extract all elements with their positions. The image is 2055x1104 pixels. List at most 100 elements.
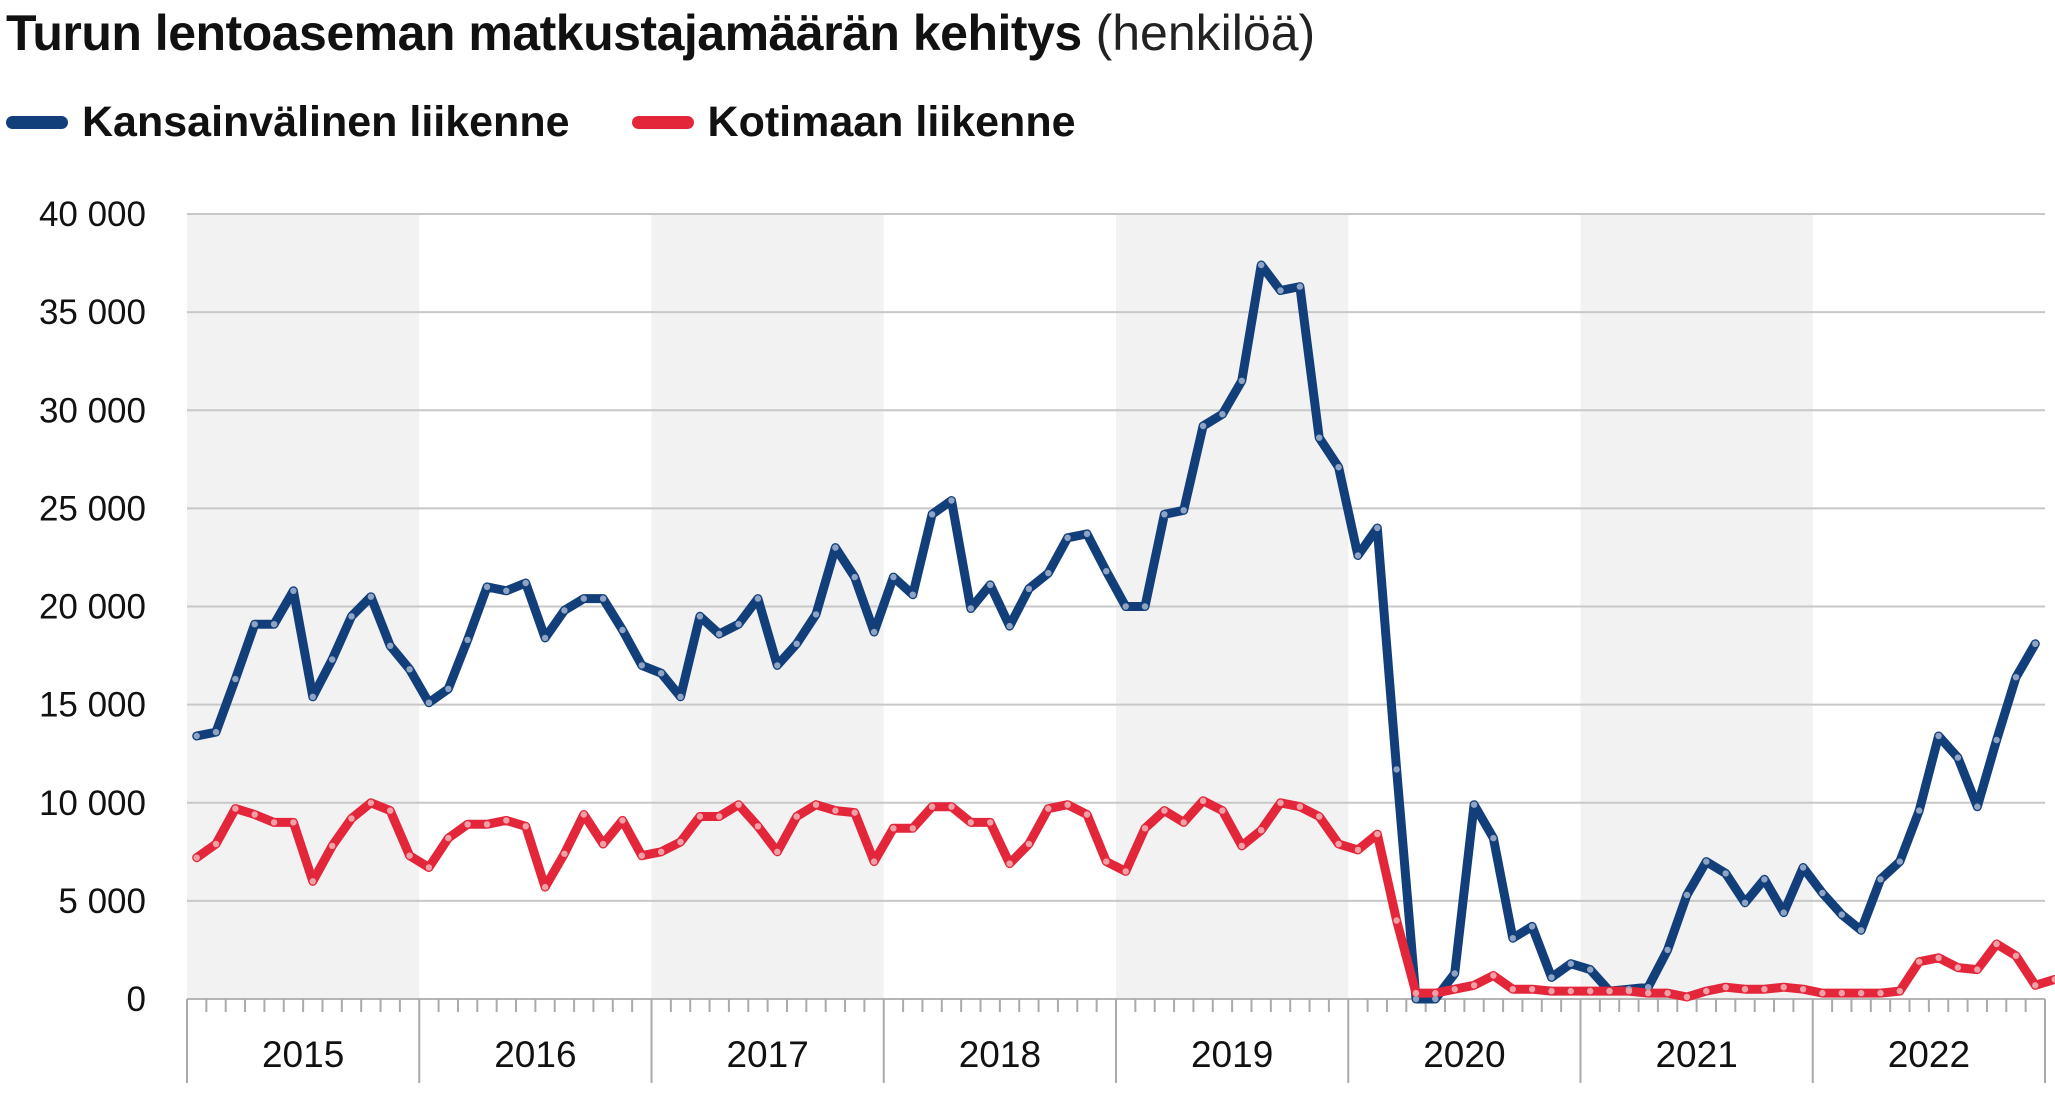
data-point — [1470, 801, 1478, 808]
data-point — [580, 811, 587, 818]
data-point — [1451, 970, 1458, 977]
data-point — [1606, 987, 1613, 995]
data-point — [1664, 989, 1671, 997]
data-point — [696, 813, 704, 820]
data-point — [1761, 986, 1768, 993]
data-point — [890, 825, 897, 832]
x-tick-label: 2021 — [1655, 1034, 1737, 1075]
data-point — [967, 605, 974, 612]
data-point — [1993, 940, 2000, 948]
data-point — [793, 813, 800, 820]
data-point — [1045, 805, 1052, 812]
legend-item-domestic: Kotimaan liikenne — [631, 98, 1076, 147]
series-markers — [193, 261, 2055, 1003]
data-point — [1799, 864, 1807, 871]
chart-title: Turun lentoaseman matkustajamäärän kehit… — [6, 2, 1315, 64]
y-tick-label: 15 000 — [39, 686, 146, 725]
data-point — [193, 732, 200, 740]
chart-title-unit: (henkilöä) — [1095, 5, 1316, 61]
data-point — [1722, 984, 1729, 991]
data-point — [735, 801, 742, 808]
data-point — [1219, 807, 1226, 814]
data-point — [1683, 993, 1691, 1001]
data-point — [541, 634, 549, 642]
data-point — [1780, 984, 1787, 991]
data-point — [658, 848, 665, 855]
data-point — [1780, 909, 1787, 916]
data-point — [251, 621, 258, 628]
y-tick-label: 40 000 — [39, 195, 146, 234]
x-tick-label: 2016 — [494, 1034, 576, 1075]
data-point — [1490, 972, 1497, 979]
data-point — [1374, 830, 1381, 838]
data-point — [329, 842, 336, 850]
data-point — [638, 852, 645, 859]
data-point — [638, 662, 645, 669]
y-tick-label: 0 — [127, 980, 146, 1019]
data-point — [309, 693, 316, 700]
data-point — [1587, 966, 1594, 973]
data-point — [696, 613, 704, 620]
data-point — [1122, 868, 1129, 875]
data-point — [1258, 827, 1265, 834]
data-point — [2012, 952, 2020, 959]
data-point — [2032, 640, 2039, 647]
legend-swatch-international — [6, 115, 68, 129]
data-point — [716, 630, 723, 638]
data-point — [909, 591, 916, 598]
data-point — [1645, 989, 1652, 997]
legend-item-international: Kansainvälinen liikenne — [6, 98, 570, 147]
data-point — [406, 666, 413, 673]
data-point — [1412, 995, 1420, 1003]
data-point — [735, 621, 742, 628]
data-point — [2032, 982, 2039, 989]
data-point — [619, 817, 626, 824]
data-point — [1664, 946, 1671, 954]
data-point — [1916, 958, 1923, 965]
data-point — [1896, 987, 1904, 995]
data-point — [1045, 569, 1052, 577]
data-point — [1432, 995, 1439, 1003]
legend: Kansainvälinen liikenne Kotimaan liikenn… — [6, 92, 1138, 152]
data-point — [1006, 860, 1013, 867]
data-point — [1393, 766, 1400, 773]
data-point — [1548, 974, 1555, 981]
data-point — [1703, 987, 1710, 995]
x-tick-label: 2020 — [1423, 1034, 1505, 1075]
data-point — [232, 805, 239, 812]
data-point — [212, 840, 220, 848]
data-point — [658, 670, 665, 677]
data-point — [483, 821, 491, 828]
data-point — [580, 595, 587, 602]
data-point — [716, 813, 723, 820]
data-point — [348, 815, 355, 822]
data-point — [909, 825, 916, 832]
data-point — [832, 544, 839, 551]
data-point — [967, 819, 974, 826]
x-tick-label: 2022 — [1888, 1034, 1970, 1075]
y-tick-label: 5 000 — [58, 882, 146, 921]
data-point — [270, 621, 278, 628]
data-point — [1509, 986, 1517, 993]
data-point — [1857, 989, 1865, 997]
data-point — [1451, 986, 1458, 993]
data-point — [774, 848, 781, 855]
data-point — [928, 511, 936, 518]
data-point — [522, 579, 529, 587]
data-point — [387, 807, 394, 814]
data-point — [483, 583, 491, 591]
data-point — [425, 864, 433, 871]
data-point — [1567, 987, 1575, 995]
data-point — [1412, 989, 1420, 997]
data-point — [1335, 840, 1342, 848]
data-point — [1877, 989, 1884, 997]
data-point — [1219, 411, 1226, 418]
data-point — [425, 699, 433, 706]
data-point — [1528, 923, 1536, 930]
data-point — [1819, 889, 1826, 897]
data-point — [1199, 797, 1207, 804]
data-point — [1316, 813, 1323, 820]
data-point — [2012, 674, 2020, 681]
data-point — [1161, 807, 1168, 814]
data-point — [1335, 464, 1342, 471]
